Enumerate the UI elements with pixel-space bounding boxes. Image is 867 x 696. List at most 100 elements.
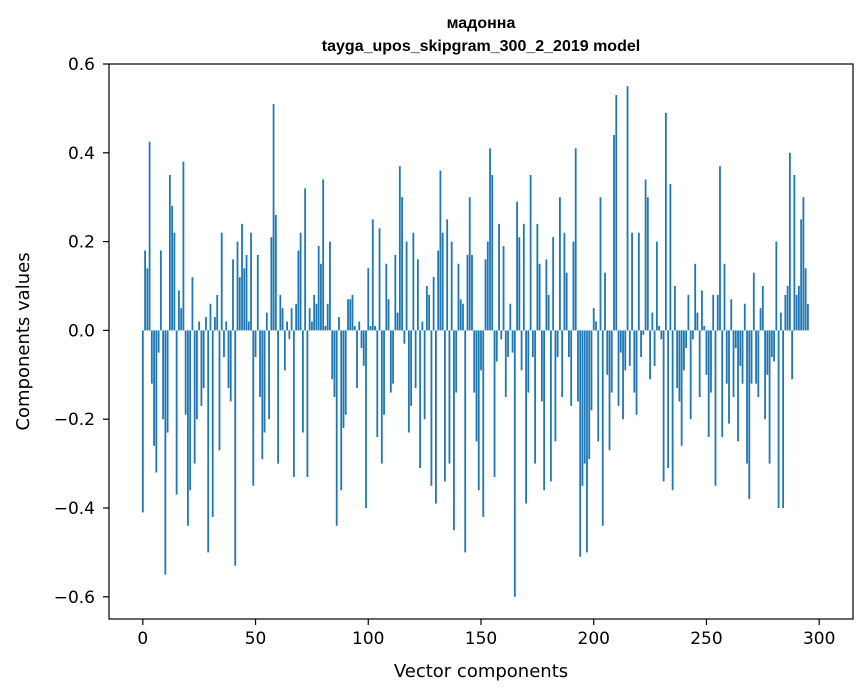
bar-188 xyxy=(565,272,568,331)
bar-208 xyxy=(610,330,613,393)
bar-108 xyxy=(385,263,388,331)
bar-71 xyxy=(301,330,304,433)
x-tick-label-0: 0 xyxy=(137,629,148,649)
bar-102 xyxy=(371,219,374,331)
bar-281 xyxy=(775,241,778,331)
y-tick-label-1: −0.4 xyxy=(54,499,95,519)
x-tick-label-200: 200 xyxy=(578,629,610,649)
bar-138 xyxy=(453,330,455,531)
bar-35 xyxy=(220,232,223,331)
bar-229 xyxy=(658,325,661,331)
bar-277 xyxy=(766,330,769,375)
bar-85 xyxy=(333,330,336,397)
bar-187 xyxy=(563,232,566,331)
bar-203 xyxy=(599,197,602,331)
bar-105 xyxy=(378,228,381,331)
bar-109 xyxy=(387,299,390,331)
bar-211 xyxy=(617,330,620,406)
bar-86 xyxy=(335,330,338,526)
bar-53 xyxy=(261,330,264,460)
bar-169 xyxy=(522,223,525,331)
bar-123 xyxy=(419,330,422,469)
bar-34 xyxy=(218,330,221,451)
bar-265 xyxy=(739,330,742,366)
bar-210 xyxy=(615,95,618,331)
bar-274 xyxy=(759,308,762,331)
bar-33 xyxy=(216,294,219,331)
bar-36 xyxy=(223,330,225,358)
bar-31 xyxy=(211,330,214,517)
bar-252 xyxy=(710,330,712,393)
bar-104 xyxy=(376,330,379,437)
bar-250 xyxy=(705,330,708,375)
bar-37 xyxy=(225,321,228,331)
bar-0 xyxy=(141,330,144,513)
bar-242 xyxy=(687,294,690,331)
bar-139 xyxy=(455,330,458,393)
bar-133 xyxy=(441,232,444,331)
bar-56 xyxy=(268,330,270,420)
bar-122 xyxy=(416,259,419,331)
bar-170 xyxy=(525,330,527,504)
bar-3 xyxy=(148,141,151,331)
bar-218 xyxy=(633,330,636,393)
bar-292 xyxy=(800,219,803,331)
bar-233 xyxy=(667,330,670,469)
bar-40 xyxy=(232,259,234,331)
bar-184 xyxy=(556,330,559,358)
bar-193 xyxy=(577,330,579,402)
bar-147 xyxy=(473,330,476,393)
bar-39 xyxy=(229,330,232,402)
bar-136 xyxy=(448,330,451,464)
bar-10 xyxy=(164,330,167,575)
bar-13 xyxy=(171,206,174,331)
bar-38 xyxy=(227,330,230,389)
bar-163 xyxy=(509,303,512,331)
bar-238 xyxy=(678,330,681,402)
bar-199 xyxy=(590,330,593,411)
bar-260 xyxy=(728,330,730,424)
bar-97 xyxy=(360,330,363,349)
bar-156 xyxy=(493,330,496,477)
bar-198 xyxy=(588,330,591,460)
bar-244 xyxy=(692,330,694,340)
bar-179 xyxy=(545,259,548,331)
bar-228 xyxy=(655,241,658,331)
bar-83 xyxy=(329,241,331,331)
bar-269 xyxy=(748,330,751,500)
bar-20 xyxy=(187,330,189,526)
bar-173 xyxy=(531,330,534,358)
y-tick-label-2: −0.2 xyxy=(54,410,95,430)
bar-6 xyxy=(155,330,158,473)
bar-72 xyxy=(304,188,307,331)
bar-216 xyxy=(628,330,631,366)
chart-subtitle: tayga_upos_skipgram_300_2_2019 model xyxy=(322,38,640,55)
x-tick-label-250: 250 xyxy=(690,629,722,649)
bar-226 xyxy=(651,312,654,331)
bar-282 xyxy=(777,330,780,508)
bar-247 xyxy=(698,330,701,397)
bar-77 xyxy=(315,303,318,331)
bar-126 xyxy=(425,286,428,331)
bar-141 xyxy=(459,299,462,331)
bar-90 xyxy=(344,330,347,415)
bar-98 xyxy=(362,330,365,366)
bar-113 xyxy=(396,312,399,331)
bar-257 xyxy=(721,330,724,437)
bar-47 xyxy=(247,321,250,331)
bar-62 xyxy=(281,308,284,331)
bar-237 xyxy=(676,330,679,389)
bar-12 xyxy=(168,175,171,331)
bar-142 xyxy=(462,303,464,331)
y-tick-label-6: 0.6 xyxy=(68,55,95,75)
bar-60 xyxy=(277,330,279,464)
bar-80 xyxy=(322,179,325,331)
bar-9 xyxy=(162,330,165,420)
bar-117 xyxy=(405,241,408,331)
bar-272 xyxy=(755,330,757,384)
bar-224 xyxy=(646,197,649,331)
bar-74 xyxy=(308,308,311,331)
bar-128 xyxy=(430,330,433,486)
bar-41 xyxy=(234,330,237,566)
bar-255 xyxy=(716,294,719,331)
